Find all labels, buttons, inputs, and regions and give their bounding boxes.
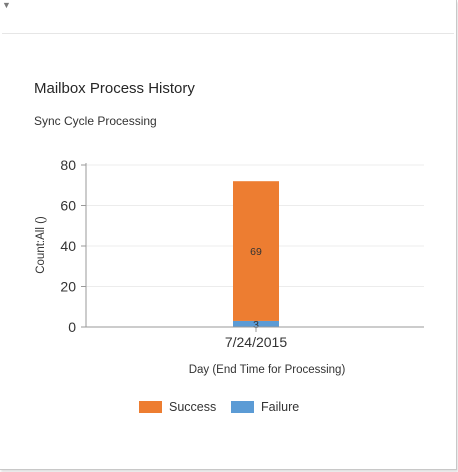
x-axis-title: Day (End Time for Processing): [189, 364, 346, 376]
data-label-failure: 3: [253, 319, 259, 331]
bar-success: [233, 181, 279, 321]
y-tick-label: 0: [68, 319, 76, 335]
x-tick-label: 7/24/2015: [225, 334, 287, 350]
chart-title: Mailbox Process History: [34, 80, 195, 97]
card-divider: [2, 33, 454, 34]
y-tick-label: 20: [60, 279, 76, 295]
bar-failure: [233, 320, 279, 327]
legend-swatch-success: [139, 401, 162, 413]
y-tick-label: 80: [60, 157, 76, 173]
legend-label-failure: Failure: [261, 400, 300, 414]
legend-swatch-failure: [231, 401, 254, 413]
chevron-down-icon[interactable]: ▼: [2, 0, 11, 10]
y-axis-title: Count:All (): [35, 216, 47, 274]
data-label-success: 69: [250, 246, 262, 258]
y-tick-label: 60: [60, 198, 76, 214]
legend-label-success: Success: [169, 400, 217, 414]
chart-plot: 3 69 0 20 40 60 80 7/24/2015 Day (End Time for …: [35, 157, 424, 376]
y-tick-label: 40: [60, 238, 76, 254]
chart-legend: Success Failure: [0, 399, 458, 415]
chart-subtitle: Sync Cycle Processing: [34, 114, 157, 128]
